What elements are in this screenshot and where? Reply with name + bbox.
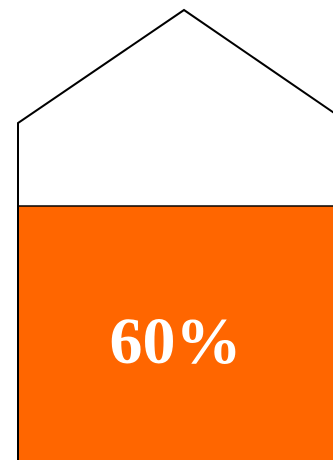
level-fill (18, 206, 333, 460)
level-percent-label: 60% (109, 305, 242, 378)
house-outline (17, 8, 333, 460)
